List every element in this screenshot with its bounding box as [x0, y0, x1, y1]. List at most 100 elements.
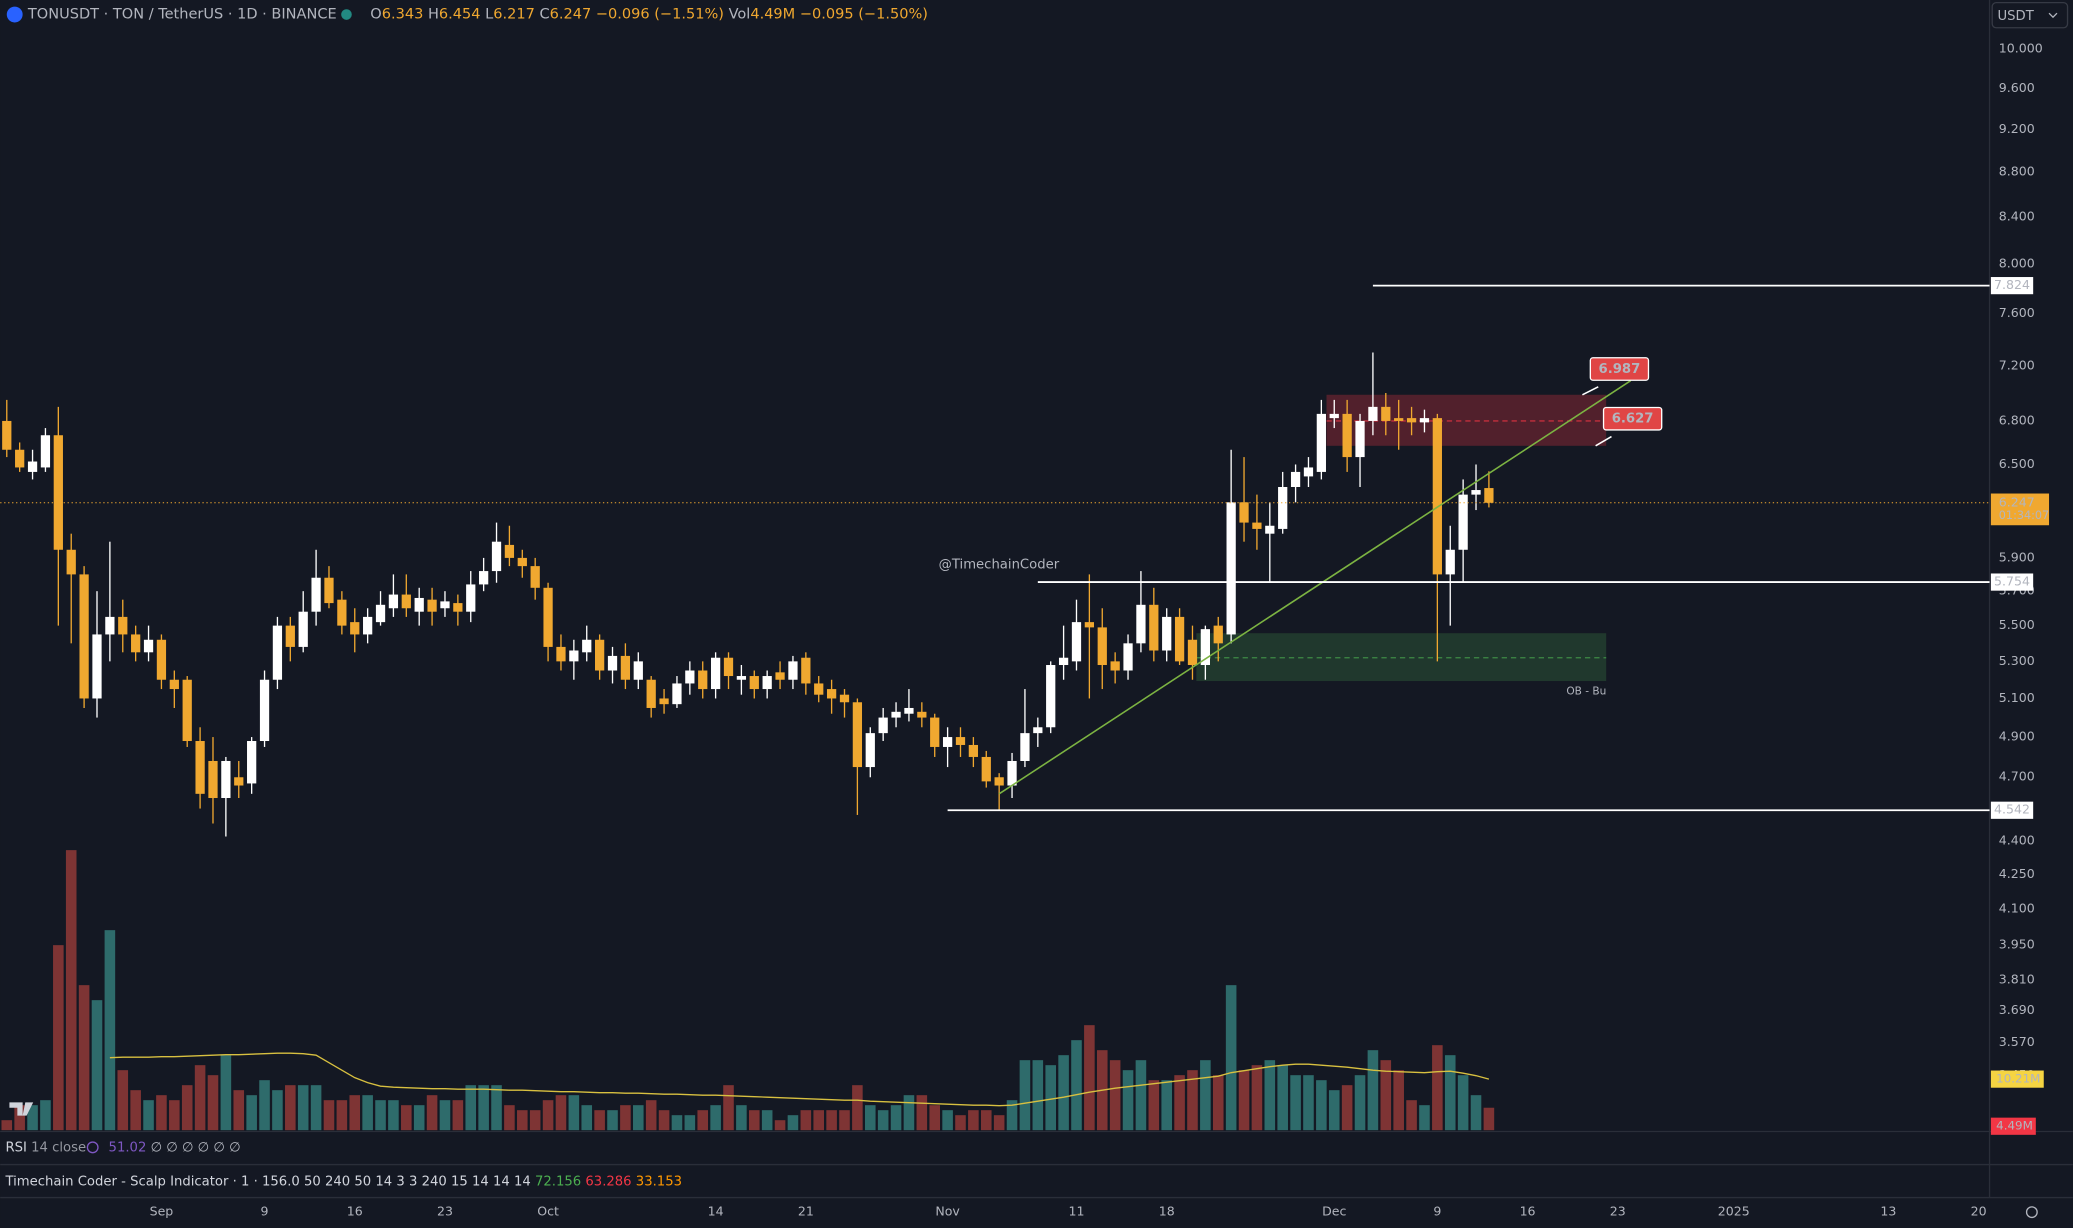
ohlc-legend: O6.343 H6.454 L6.217 C6.247 −0.096 (−1.5… [370, 7, 928, 23]
candle-body [272, 625, 283, 680]
volume-bar [1032, 1060, 1044, 1131]
ohlc-value: 6.217 [493, 7, 535, 23]
x-tick-label: Nov [935, 1204, 960, 1219]
volume-bar [297, 1085, 309, 1131]
candle-body [1149, 604, 1159, 651]
settings-icon[interactable] [2025, 1206, 2038, 1219]
volume-bar [1212, 1075, 1224, 1131]
currency-label[interactable]: USDT [1997, 9, 2034, 24]
candle-body [1084, 622, 1095, 628]
level-label: 7.824 [1994, 277, 2030, 292]
candle-body [1265, 525, 1275, 534]
candle-body [517, 557, 527, 567]
volume-bar [813, 1110, 825, 1131]
y-tick-label: 7.600 [1999, 305, 2035, 320]
candle-body [1033, 727, 1043, 734]
volume-bar [1238, 1070, 1250, 1131]
volume-bar [877, 1110, 889, 1131]
volume-bar [697, 1110, 709, 1131]
vol-key: Vol [729, 7, 751, 23]
volume-bar [1393, 1070, 1404, 1131]
rsi-label: RSI [5, 1140, 26, 1155]
zone-label: OB - Bu [1566, 686, 1606, 698]
volume-bar [478, 1085, 489, 1131]
level-label: 4.542 [1994, 802, 2030, 817]
rsi-values: 51.02 ∅ ∅ ∅ ∅ ∅ ∅ [109, 1140, 241, 1155]
y-tick-label: 9.600 [1999, 80, 2035, 95]
volume-bar [826, 1110, 837, 1131]
candle-body [1110, 661, 1120, 671]
dropdown-chevron[interactable] [2048, 12, 2058, 19]
y-tick-label: 8.000 [1999, 256, 2035, 271]
y-tick-label: 3.690 [1999, 1002, 2035, 1017]
candle-body [1471, 490, 1481, 495]
candle-body [311, 577, 321, 612]
x-tick-label: 11 [1069, 1204, 1085, 1219]
scalp-value: 33.153 [636, 1175, 682, 1190]
volume-bar [1341, 1085, 1353, 1131]
volume-bar [1354, 1075, 1366, 1131]
candle-body [569, 650, 579, 662]
rsi-icon [86, 1141, 99, 1154]
candle-body [40, 435, 51, 468]
candle-body [1020, 733, 1030, 761]
candle-body [1187, 639, 1198, 666]
candle-body [453, 603, 463, 612]
volume-bar [439, 1100, 451, 1131]
volume-bar [220, 1055, 232, 1131]
y-tick-label: 7.200 [1999, 357, 2035, 372]
volume-bar [452, 1100, 464, 1131]
y-tick-label: 5.900 [1999, 549, 2035, 564]
candle-body [775, 672, 785, 680]
candle-body [53, 435, 63, 550]
candle-body [169, 679, 179, 690]
candle-body [878, 717, 888, 734]
ohlc-key: O [370, 7, 381, 23]
y-tick-label: 8.400 [1999, 209, 2035, 224]
volume-ma-line [109, 1052, 1490, 1107]
volume-bar [1290, 1075, 1301, 1131]
candle-body [285, 625, 295, 647]
candle-body [427, 599, 437, 612]
x-tick-label: Sep [150, 1204, 174, 1219]
y-tick-label: 3.810 [1999, 971, 2035, 986]
volume-bar [104, 930, 116, 1131]
volume-bar [143, 1100, 154, 1131]
y-tick-label: 4.100 [1999, 901, 2035, 916]
candle-body [595, 639, 605, 671]
ohlc-key: H [428, 7, 439, 23]
volume-bar [761, 1110, 773, 1131]
volume-bar [1277, 1065, 1288, 1131]
volume-bar [91, 1000, 103, 1131]
currency-button[interactable] [1991, 1, 2069, 29]
candle-body [582, 639, 592, 653]
candle-body [543, 587, 553, 647]
volume-bar [1328, 1090, 1340, 1131]
candle-body [1174, 616, 1185, 662]
x-tick-label: 23 [1610, 1204, 1626, 1219]
candle-body [607, 655, 618, 671]
volume-bar [993, 1115, 1005, 1131]
candle-body [1278, 486, 1288, 529]
candle-body [1213, 625, 1223, 644]
y-tick-label: 4.700 [1999, 769, 2035, 784]
volume-bar [1406, 1100, 1417, 1131]
volume-ma-label-bg [1990, 1070, 2044, 1088]
candle-body [917, 711, 927, 718]
y-tick-label: 4.900 [1999, 729, 2035, 744]
x-tick-label: 21 [798, 1204, 814, 1219]
candle-body [1046, 665, 1056, 728]
x-tick-label: 9 [1433, 1204, 1441, 1219]
level-label-bg [1990, 573, 2034, 591]
volume-bar [787, 1115, 799, 1131]
volume-bar [1058, 1055, 1069, 1131]
candle-body [259, 679, 270, 742]
volume-bar [594, 1110, 605, 1131]
x-tick-label: 16 [1520, 1204, 1536, 1219]
candle-body [1303, 467, 1314, 477]
volume-bar [259, 1080, 270, 1131]
volume-bar [413, 1105, 425, 1131]
vol-value: 4.49M [750, 7, 795, 23]
candle-body [363, 616, 373, 635]
volume-bar [684, 1115, 696, 1131]
